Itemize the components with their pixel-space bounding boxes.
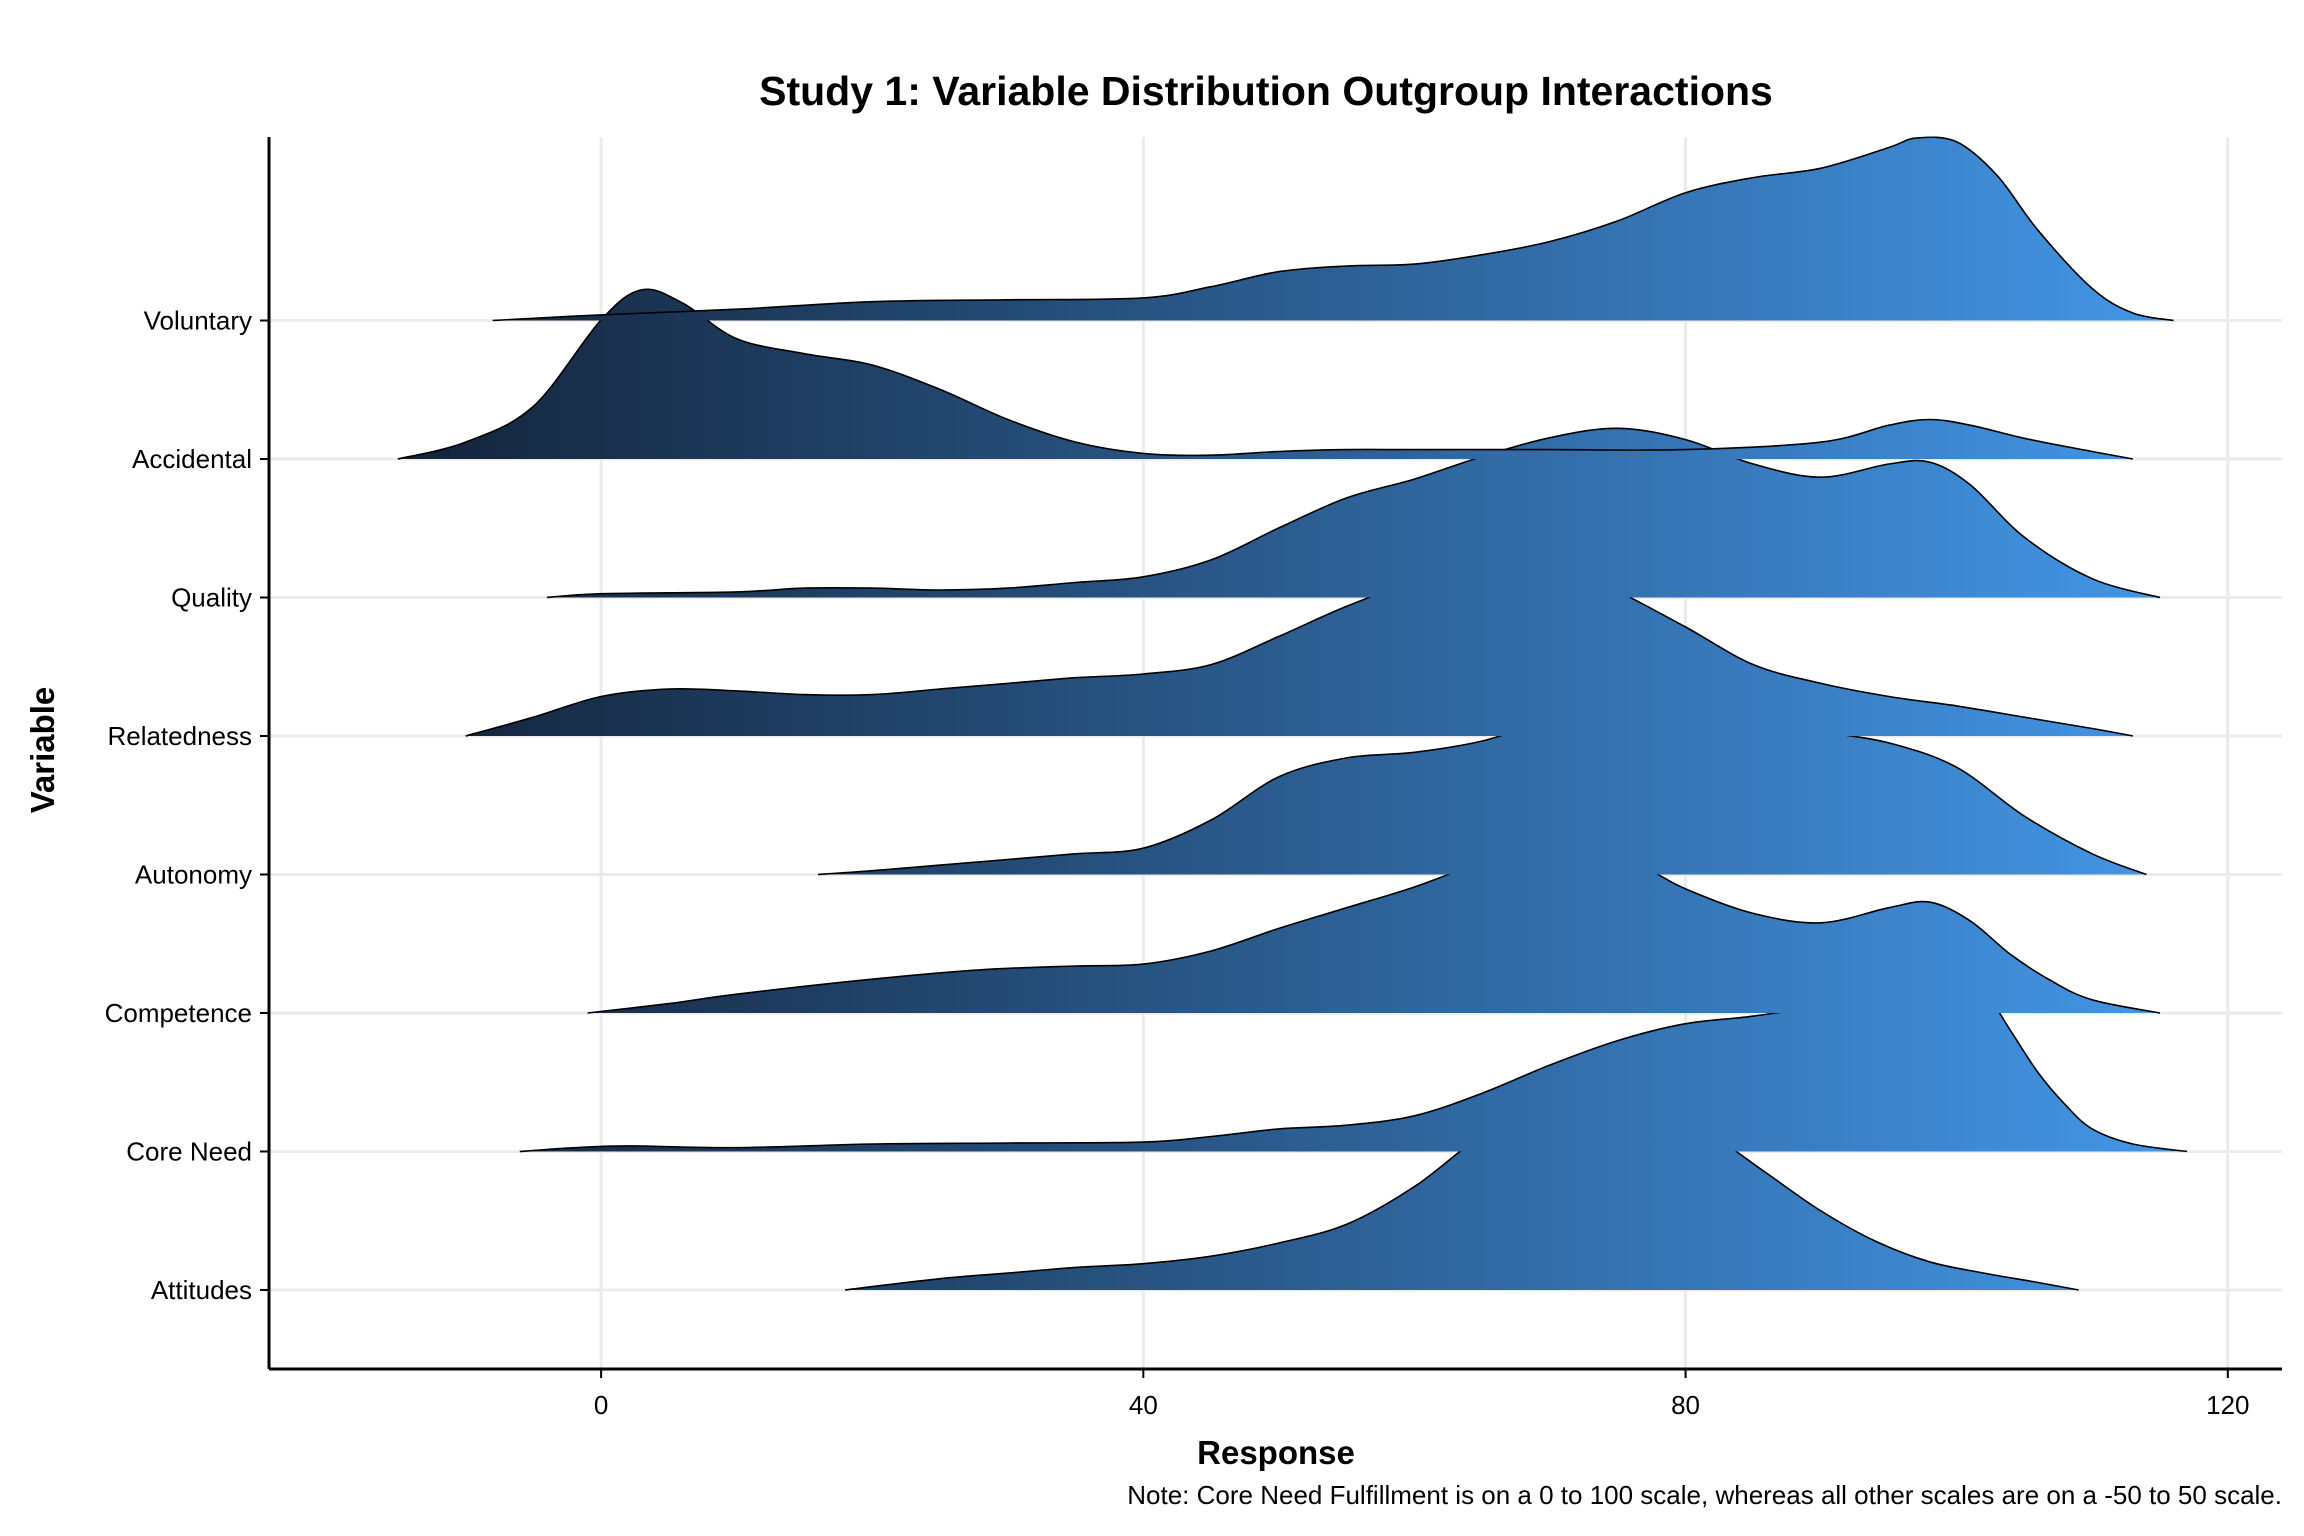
ridge-layer (397, 136, 2188, 1291)
y-tick-label: Quality (171, 583, 252, 613)
y-axis-title: Variable (24, 687, 61, 814)
y-tick-label: Voluntary (144, 306, 252, 336)
x-tick-label: 80 (1671, 1390, 1700, 1420)
ridge-voluntary-fill (492, 137, 2174, 321)
x-tick-layer: 0 40 80 120 (594, 1369, 2249, 1420)
ridge-autonomy-outline (817, 705, 2147, 876)
ridge-relatedness-outline (465, 565, 2134, 737)
ridge-quality-fill (546, 428, 2160, 598)
y-tick-label: Core Need (126, 1137, 252, 1167)
x-axis-title: Response (1197, 1434, 1355, 1471)
y-tick-label: Competence (105, 998, 252, 1028)
chart-note: Note: Core Need Fulfillment is on a 0 to… (1127, 1480, 2282, 1510)
ridge-accidental-fill (397, 289, 2133, 459)
ridge-competence-fill (587, 846, 2160, 1013)
ridge-core-need-fill (519, 967, 2188, 1152)
chart-title: Study 1: Variable Distribution Outgroup … (759, 68, 1773, 114)
x-tick-label: 40 (1129, 1390, 1158, 1420)
x-tick-label: 120 (2206, 1390, 2249, 1420)
ridge-quality-outline (546, 427, 2161, 599)
ridge-attitudes-fill (845, 1099, 2079, 1290)
ridge-autonomy-fill (818, 706, 2147, 875)
grid-layer (269, 137, 2282, 1369)
y-tick-label: Accidental (132, 444, 252, 474)
y-tick-label: Attitudes (151, 1275, 252, 1305)
y-tick-label: Relatedness (107, 721, 252, 751)
ridge-accidental-outline (397, 288, 2134, 460)
y-tick-label: Autonomy (135, 860, 252, 890)
x-tick-label: 0 (594, 1390, 608, 1420)
ridge-core-need-outline (519, 966, 2188, 1153)
ridge-relatedness-fill (465, 566, 2133, 736)
y-tick-layer: Attitudes Core Need Competence Autonomy Rela… (105, 306, 269, 1305)
ridge-voluntary-outline (492, 136, 2174, 322)
